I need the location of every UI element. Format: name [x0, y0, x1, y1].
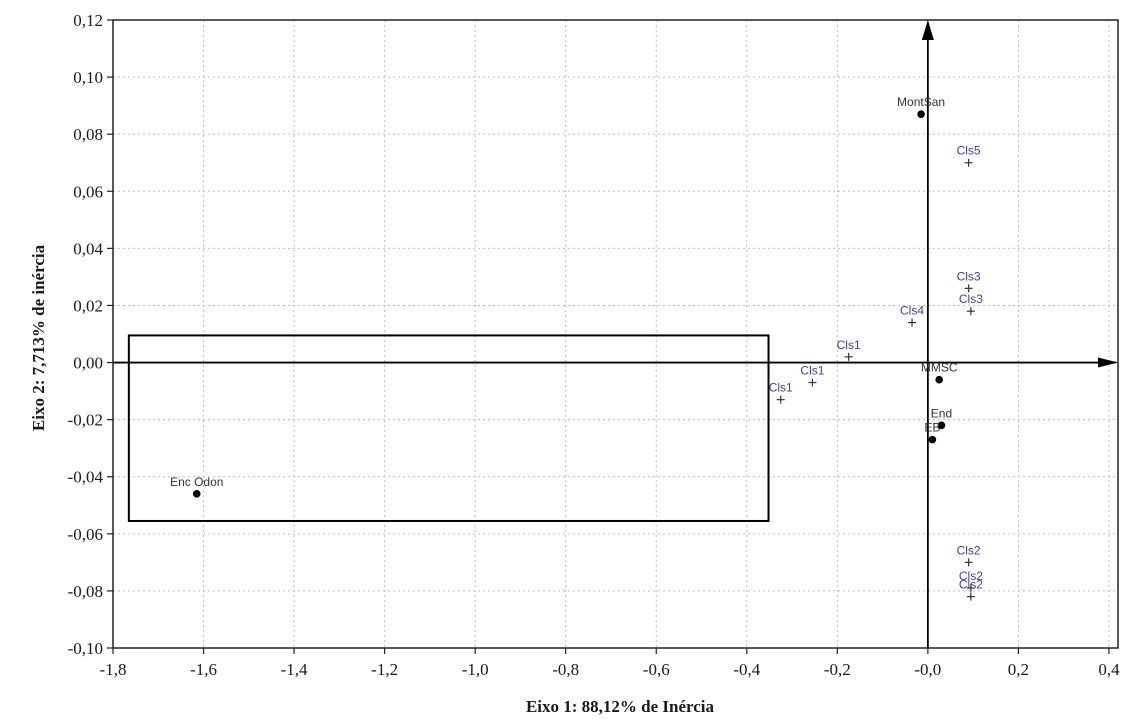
data-point: End [931, 406, 952, 430]
point-marker [917, 110, 925, 118]
y-tick-label: -0,10 [68, 639, 103, 658]
data-point: Cls1 [800, 364, 825, 387]
data-point: Cls3 [959, 292, 983, 316]
x-tick-label: -1,8 [100, 660, 127, 679]
x-tick-label: 0,2 [1008, 660, 1029, 679]
point-label: Cls5 [957, 144, 981, 158]
point-label: Cls4 [900, 304, 924, 318]
x-tick-label: 0,4 [1098, 660, 1120, 679]
x-tick-label: -0,4 [733, 660, 760, 679]
x-tick-label: -1,0 [462, 660, 489, 679]
y-tick-label: 0,02 [73, 296, 103, 315]
point-label: End [931, 406, 952, 420]
point-label: Cls1 [769, 381, 793, 395]
data-point: MMSC [921, 361, 958, 384]
y-tick-label: 0,04 [73, 239, 103, 258]
data-point: Cls4 [900, 304, 924, 327]
y-tick-label: 0,08 [73, 125, 103, 144]
point-label: EB [924, 421, 940, 435]
x-tick-label: -0,6 [643, 660, 670, 679]
data-point: MontSan [897, 95, 945, 118]
point-label: MMSC [921, 361, 958, 375]
data-point: Cls2 [959, 569, 983, 593]
point-label: Cls1 [800, 364, 824, 378]
data-point: Cls5 [957, 144, 981, 167]
data-point: Cls2 [957, 543, 981, 567]
x-axis-title: Eixo 1: 88,12% de Inércia [526, 697, 715, 716]
point-marker [937, 421, 946, 430]
x-tick-label: -1,6 [190, 660, 217, 679]
x-axis-ticks: -1,8 -1,6 -1,4 -1,2 -1,0 -0,8 -0,6 -0,4 -0,2 -0,0… [100, 648, 1120, 679]
plot-frame [112, 19, 1119, 649]
x-tick-label: -0,2 [824, 660, 851, 679]
point-marker [935, 375, 943, 384]
data-point: EB [924, 421, 940, 444]
data-point: Enc Odon [170, 475, 223, 498]
y-tick-label: -0,06 [68, 525, 103, 544]
y-tick-label: 0,10 [73, 68, 103, 87]
point-marker [928, 435, 937, 444]
y-tick-label: 0,12 [73, 11, 103, 30]
point-label: Cls2 [957, 543, 981, 557]
point-label: Cls2 [959, 569, 983, 583]
y-arrowhead [921, 20, 934, 40]
data-point: Cls3 [957, 269, 981, 293]
x-tick-label: -1,4 [281, 660, 308, 679]
point-label: Cls2 [959, 578, 983, 592]
y-axis-title: Eixo 2: 7,713% de inércia [29, 244, 48, 431]
point-label: Enc Odon [170, 475, 223, 489]
y-tick-label: 0,06 [73, 182, 103, 201]
y-axis-ticks: 0,12 0,10 0,08 0,06 0,04 0,02 0,00 -0,02 -0,04 -0… [68, 11, 113, 658]
point-label: Cls1 [837, 338, 861, 352]
y-tick-label: 0,00 [73, 354, 103, 373]
point-label: MontSan [897, 95, 945, 109]
data-point: Cls1 [769, 381, 793, 404]
data-point: Cls1 [837, 338, 861, 361]
origin-axes [113, 20, 1118, 648]
y-tick-label: -0,02 [68, 411, 103, 430]
x-tick-label: -0,0 [914, 660, 941, 679]
y-tick-label: -0,04 [68, 468, 104, 487]
point-label: Cls3 [959, 292, 983, 306]
x-tick-label: -0,8 [552, 660, 579, 679]
y-tick-label: -0,08 [68, 582, 103, 601]
x-arrowhead [1098, 357, 1118, 368]
data-point: Cls2 [959, 578, 983, 601]
x-tick-label: -1,2 [371, 660, 398, 679]
point-marker [192, 490, 201, 498]
highlight-rectangle [127, 334, 770, 522]
point-label: Cls3 [957, 269, 981, 283]
